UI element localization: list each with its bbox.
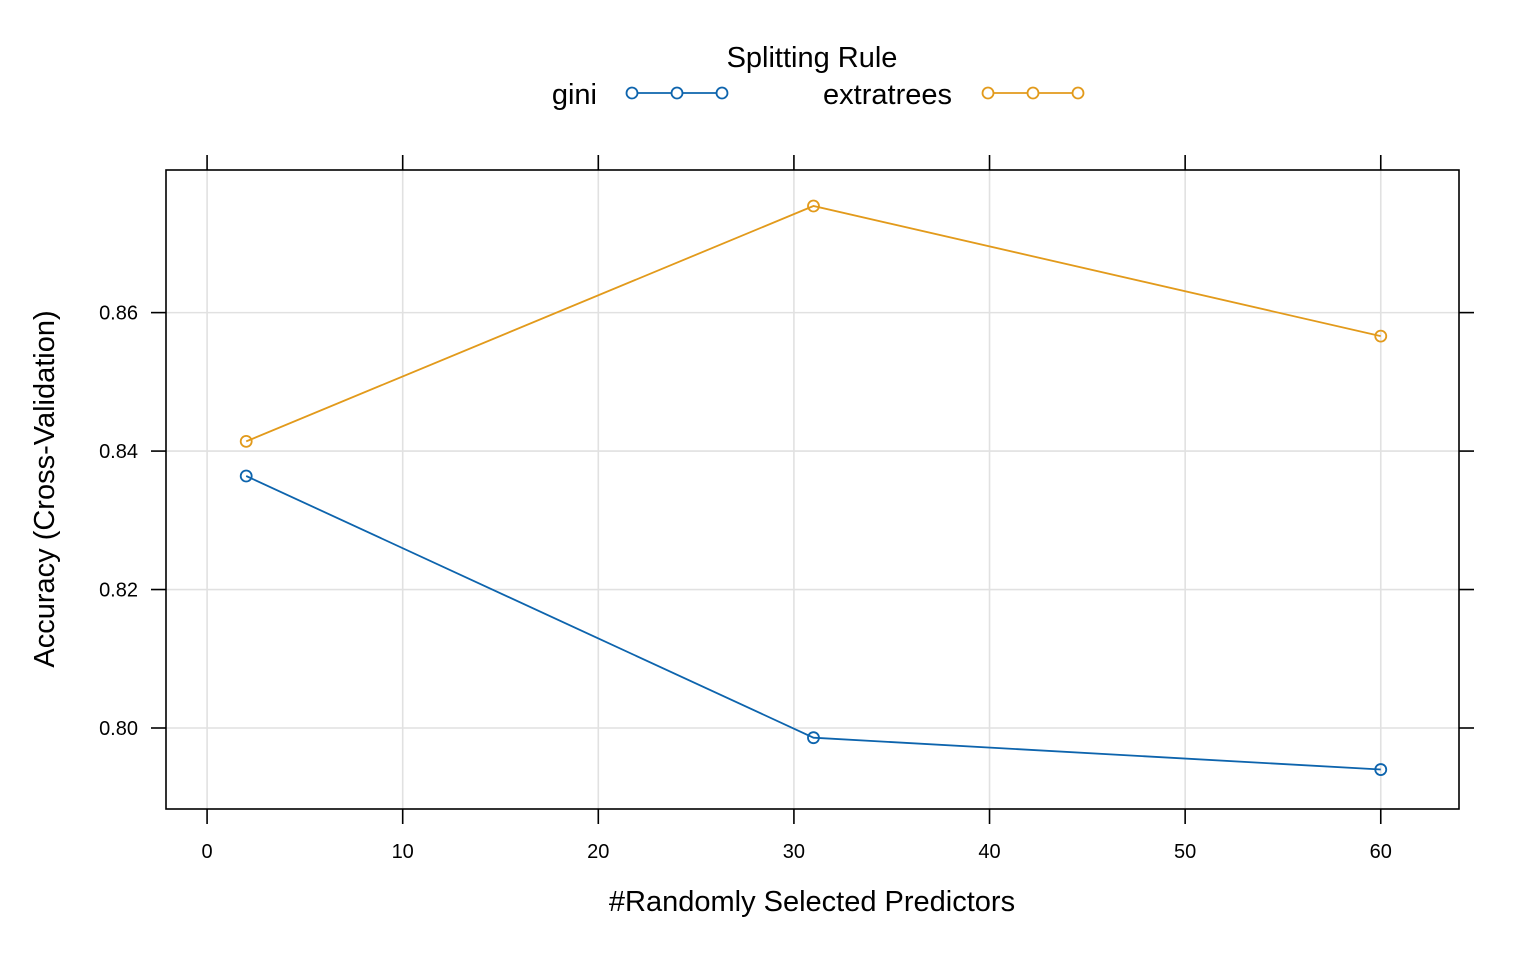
y-tick-label: 0.80 bbox=[99, 718, 138, 740]
series-layer bbox=[239, 199, 1388, 776]
data-point-gini bbox=[807, 731, 820, 745]
data-point-extratrees bbox=[1374, 329, 1388, 343]
grid-lines bbox=[166, 170, 1459, 809]
x-axis: 0 10 20 30 40 50 60 bbox=[202, 155, 1392, 863]
x-tick-label: 10 bbox=[392, 841, 414, 863]
legend-label-extratrees: extratrees bbox=[823, 79, 952, 111]
y-axis: 0.80 0.82 0.84 0.86 bbox=[99, 303, 1474, 740]
x-tick-label: 20 bbox=[587, 841, 609, 863]
x-tick-label: 60 bbox=[1370, 841, 1392, 863]
x-tick-label: 50 bbox=[1174, 841, 1196, 863]
data-point-extratrees bbox=[807, 199, 820, 213]
data-point-extratrees bbox=[239, 434, 253, 448]
plot-panel-border bbox=[165, 169, 1460, 810]
y-tick-label: 0.82 bbox=[99, 580, 138, 602]
x-tick-label: 40 bbox=[978, 841, 1000, 863]
x-axis-title: #Randomly Selected Predictors bbox=[609, 886, 1015, 918]
data-point-gini bbox=[239, 469, 253, 483]
data-point-gini bbox=[1374, 763, 1388, 776]
series-line-gini bbox=[245, 475, 1381, 771]
legend-marker-gini bbox=[715, 86, 729, 100]
legend-items: gini extratrees bbox=[552, 79, 1085, 111]
series-line-extratrees bbox=[245, 205, 1381, 443]
legend-label-gini: gini bbox=[552, 79, 597, 111]
legend: Splitting Rule gini extratrees bbox=[552, 42, 1085, 111]
x-tick-label: 30 bbox=[783, 841, 805, 863]
legend-marker-extratrees bbox=[1071, 86, 1085, 100]
legend-marker-gini bbox=[670, 86, 684, 100]
y-tick-label: 0.84 bbox=[99, 441, 138, 463]
y-axis-title: Accuracy (Cross-Validation) bbox=[29, 310, 61, 667]
legend-title: Splitting Rule bbox=[727, 42, 898, 74]
legend-marker-extratrees bbox=[981, 86, 995, 100]
y-tick-label: 0.86 bbox=[99, 303, 138, 325]
x-tick-label: 0 bbox=[202, 841, 213, 863]
legend-marker-extratrees bbox=[1026, 86, 1040, 100]
legend-marker-gini bbox=[625, 86, 639, 100]
